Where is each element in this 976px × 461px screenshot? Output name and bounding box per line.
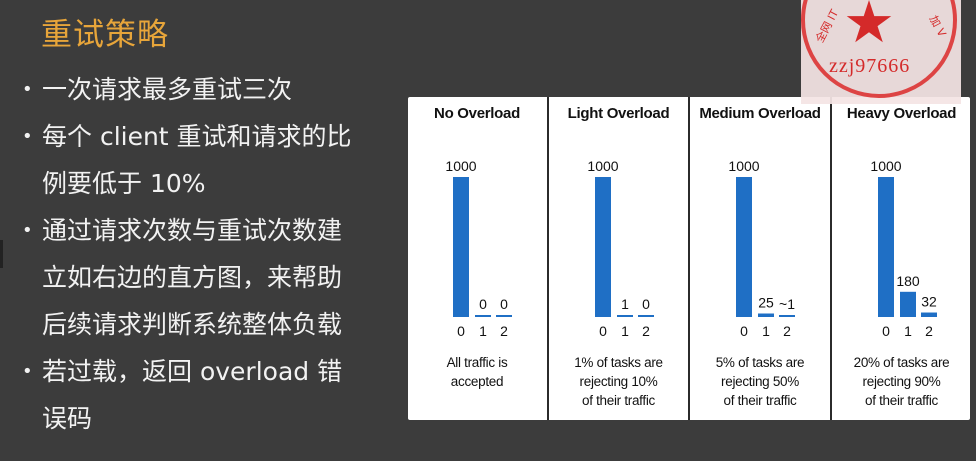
bar-1 (475, 315, 491, 317)
caption-line: of their traffic (582, 393, 655, 408)
tick-label: 1 (479, 323, 487, 339)
bar-2 (920, 312, 937, 317)
chart-medium-overload: Medium Overload 1000 0 25 1 ~1 2 5% of tasks ar… (691, 97, 829, 420)
bar-2 (496, 315, 512, 317)
caption-line: rejecting 90% (862, 374, 941, 389)
chart-divider (688, 97, 690, 420)
tick-label: 0 (882, 323, 890, 339)
bar-2 (779, 315, 795, 317)
chart-light-overload: Light Overload 1000 0 1 1 0 2 1% of tasks are re… (550, 97, 688, 420)
bar-0 (877, 177, 894, 317)
tick-label: 0 (740, 323, 748, 339)
chart-caption: 20% of tasks are rejecting 90% of their tr… (833, 353, 971, 410)
chart-caption: All traffic is accepted (408, 353, 546, 391)
bullet-line: 后续请求判断系统整体负载 (42, 310, 343, 339)
bullet-line: 误码 (42, 404, 93, 433)
data-label: 0 (479, 296, 487, 312)
tick-label: 2 (642, 323, 650, 339)
chart-plot: 1000 0 25 1 ~1 2 (728, 158, 795, 339)
chart-title: No Overload (434, 105, 520, 122)
bullet-dot: • (22, 79, 33, 100)
tick-label: 1 (904, 323, 912, 339)
data-label: 32 (921, 294, 937, 310)
bullet-item: • 若过载，返回 overload 错误码 (18, 348, 403, 442)
caption-line: 1% of tasks are (574, 355, 663, 370)
slide-title: 重试策略 (41, 17, 169, 53)
tick-label: 1 (762, 323, 770, 339)
bullet-line: 每个 client 重试和请求的比 (42, 122, 352, 151)
bar-2 (637, 315, 654, 317)
bullet-line: 立如右边的直方图，来帮助 (42, 263, 343, 292)
slide-edge-tab (0, 240, 3, 268)
chart-title: Medium Overload (699, 105, 821, 122)
chart-caption: 5% of tasks are rejecting 50% of their tra… (691, 353, 829, 410)
watermark-stamp: ★ 全网 IT 加 V zzj97666 (801, 0, 961, 104)
bullet-line: 一次请求最多重试三次 (42, 75, 293, 104)
bullet-line: 通过请求次数与重试次数建 (42, 216, 343, 245)
chart-title: Light Overload (567, 105, 670, 122)
data-label: ~1 (779, 296, 795, 312)
bullet-dot: • (22, 220, 33, 241)
bullet-item: • 通过请求次数与重试次数建 立如右边的直方图，来帮助 后续请求判断系统整体负载 (18, 207, 403, 348)
data-label: 180 (896, 273, 920, 289)
stamp-code: zzj97666 (829, 55, 911, 77)
data-label: 0 (642, 296, 650, 312)
bar-1 (899, 291, 916, 317)
data-label: 0 (500, 296, 508, 312)
tick-label: 0 (599, 323, 607, 339)
caption-line: 5% of tasks are (715, 355, 805, 370)
bar-0 (736, 177, 752, 317)
bar-1 (758, 313, 774, 317)
data-label: 1000 (587, 158, 618, 174)
bar-0 (453, 177, 469, 317)
chart-divider (546, 97, 549, 420)
caption-line: rejecting 10% (579, 374, 658, 389)
data-label: 1000 (870, 158, 901, 174)
chart-no-overload: No Overload 1000 0 0 1 0 2 All traffic is accept… (408, 97, 546, 420)
bullet-item: • 一次请求最多重试三次 (18, 66, 403, 113)
caption-line: rejecting 50% (721, 374, 799, 389)
tick-label: 2 (925, 323, 933, 339)
caption-line: of their traffic (865, 393, 938, 408)
bullet-line: 例要低于 10% (42, 169, 206, 198)
bullet-dot: • (22, 126, 33, 147)
data-label: 25 (758, 295, 774, 311)
chart-title: Heavy Overload (846, 105, 957, 122)
tick-label: 2 (500, 323, 508, 339)
data-label: 1000 (728, 158, 759, 174)
caption-line: of their traffic (723, 393, 797, 408)
bullet-list: • 一次请求最多重试三次 • 每个 client 重试和请求的比 例要低于 10% • 通过… (18, 66, 403, 442)
chart-divider (829, 97, 832, 420)
caption-line: All traffic is (446, 355, 508, 370)
chart-heavy-overload: Heavy Overload 1000 0 180 1 32 2 20% of tasks a… (833, 97, 971, 420)
bullet-line: 若过载，返回 overload 错 (42, 357, 343, 386)
tick-label: 2 (783, 323, 791, 339)
chart-caption: 1% of tasks are rejecting 10% of their tra… (550, 353, 688, 410)
chart-plot: 1000 0 180 1 32 2 (870, 158, 937, 339)
bullet-dot: • (22, 361, 33, 382)
tick-label: 0 (457, 323, 465, 339)
bar-0 (594, 177, 611, 317)
bullet-item: • 每个 client 重试和请求的比 例要低于 10% (18, 113, 403, 207)
chart-plot: 1000 01 10 2 (587, 158, 654, 339)
data-label: 1 (621, 296, 629, 312)
tick-label: 1 (621, 323, 629, 339)
caption-line: accepted (450, 374, 504, 389)
bar-1 (616, 315, 633, 317)
star-icon: ★ (843, 0, 895, 56)
data-label: 1000 (445, 158, 476, 174)
histogram-panel: No Overload 1000 0 0 1 0 2 All traffic is accept… (408, 97, 970, 420)
caption-line: 20% of tasks are (853, 355, 950, 370)
